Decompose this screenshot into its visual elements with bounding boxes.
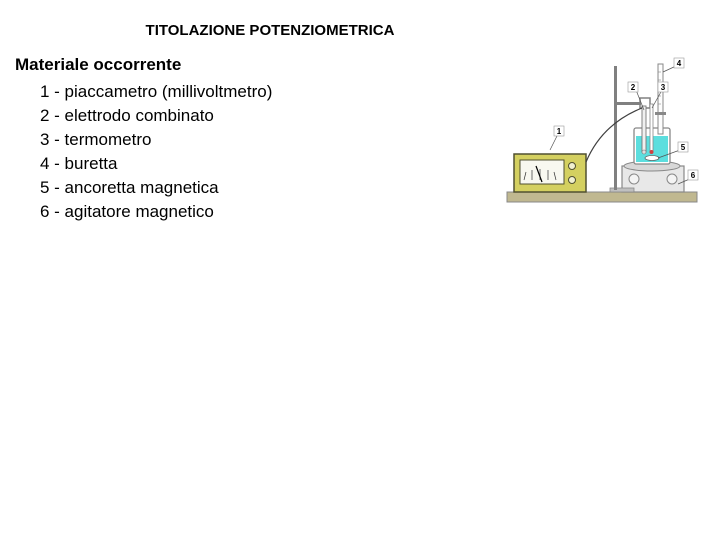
electrode: [642, 106, 646, 152]
apparatus-label: 1: [557, 127, 562, 136]
stand-rod: [614, 66, 617, 190]
list-item: 4 - buretta: [40, 152, 272, 176]
apparatus-label: 5: [681, 143, 686, 152]
page-title: TITOLAZIONE POTENZIOMETRICA: [0, 22, 540, 39]
burette: [658, 64, 663, 134]
materials-heading: Materiale occorrente: [15, 55, 181, 75]
list-item: 3 - termometro: [40, 128, 272, 152]
list-item: 1 - piaccametro (millivoltmetro): [40, 80, 272, 104]
apparatus-label: 6: [691, 171, 696, 180]
list-item: 6 - agitatore magnetico: [40, 200, 272, 224]
materials-list: 1 - piaccametro (millivoltmetro) 2 - ele…: [40, 80, 272, 224]
thermometer: [650, 104, 653, 152]
list-item: 2 - elettrodo combinato: [40, 104, 272, 128]
apparatus-label: 3: [661, 83, 666, 92]
bench-shape: [507, 192, 697, 202]
stir-bar: [645, 156, 659, 161]
list-item: 5 - ancoretta magnetica: [40, 176, 272, 200]
apparatus-diagram: 1 2 3 4 5 6: [502, 54, 702, 224]
apparatus-label: 4: [677, 59, 682, 68]
apparatus-label: 2: [631, 83, 636, 92]
